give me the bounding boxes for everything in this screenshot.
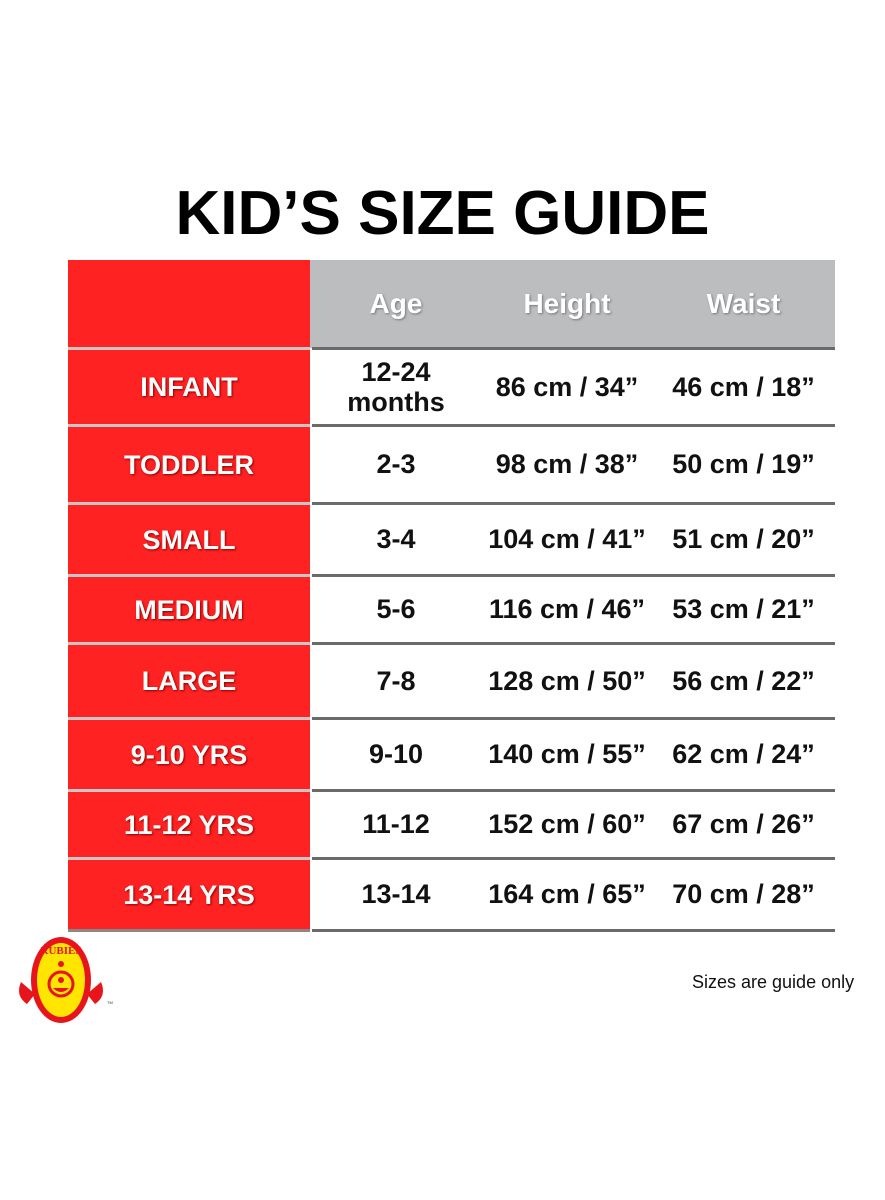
header-age: Age	[310, 260, 482, 348]
age-cell: 5-6	[310, 577, 482, 643]
row-divider	[68, 789, 835, 792]
row-divider	[68, 347, 835, 350]
divider-left	[68, 424, 310, 427]
header-waist: Waist	[652, 260, 835, 348]
divider-left	[68, 347, 310, 350]
table-header: Age Height Waist	[68, 260, 835, 348]
row-divider	[68, 424, 835, 427]
row-divider	[68, 502, 835, 505]
table-row: 13-14 YRS 13-14 164 cm / 65” 70 cm / 28”	[68, 860, 835, 930]
age-cell: 13-14	[310, 860, 482, 930]
table-row: 11-12 YRS 11-12 152 cm / 60” 67 cm / 26”	[68, 792, 835, 858]
row-divider	[68, 857, 835, 860]
waist-cell: 56 cm / 22”	[672, 665, 815, 696]
divider-left	[68, 642, 310, 645]
row-divider	[68, 642, 835, 645]
size-label: 11-12 YRS	[68, 792, 310, 858]
age-cell: 9-10	[310, 720, 482, 790]
divider-left	[68, 929, 310, 932]
size-label: INFANT	[68, 350, 310, 425]
waist-cell: 70 cm / 28”	[672, 879, 815, 910]
age-value: 3-4	[376, 524, 416, 555]
row-divider	[68, 574, 835, 577]
divider-right	[312, 502, 835, 505]
divider-right	[312, 347, 835, 350]
size-label: 13-14 YRS	[68, 860, 310, 930]
table-row: SMALL 3-4 104 cm / 41” 51 cm / 20”	[68, 505, 835, 575]
waist-cell: 67 cm / 26”	[672, 809, 815, 840]
divider-right	[312, 857, 835, 860]
waist-cell: 53 cm / 21”	[672, 594, 815, 625]
divider-left	[68, 857, 310, 860]
header-height: Height	[482, 260, 652, 348]
size-label: 9-10 YRS	[68, 720, 310, 790]
height-cell: 98 cm / 38”	[495, 449, 639, 480]
divider-left	[68, 789, 310, 792]
rubies-logo: RUBIES TM	[19, 937, 113, 1023]
age-value: 5-6	[376, 594, 416, 625]
divider-left	[68, 717, 310, 720]
svg-text:TM: TM	[107, 1000, 113, 1005]
age-value: 9-10	[368, 739, 424, 770]
table-row: INFANT 12-24 months 86 cm / 34” 46 cm / 18”	[68, 350, 835, 425]
divider-left	[68, 502, 310, 505]
age-cell: 7-8	[310, 645, 482, 718]
table-row: 9-10 YRS 9-10 140 cm / 55” 62 cm / 24”	[68, 720, 835, 790]
disclaimer-note: Sizes are guide only	[692, 972, 855, 992]
divider-right	[312, 424, 835, 427]
height-cell: 164 cm / 65”	[488, 879, 646, 910]
size-label: SMALL	[68, 505, 310, 575]
size-label: MEDIUM	[68, 577, 310, 643]
height-cell: 116 cm / 46”	[488, 594, 646, 625]
divider-right	[312, 929, 835, 932]
age-cell: 11-12	[310, 792, 482, 858]
divider-right	[312, 574, 835, 577]
waist-cell: 50 cm / 19”	[672, 449, 815, 480]
size-label: TODDLER	[68, 427, 310, 503]
age-cell: 3-4	[310, 505, 482, 575]
age-value: 11-12	[362, 809, 430, 840]
header-blank-cell	[68, 260, 310, 348]
age-value: 2-3	[376, 449, 416, 480]
divider-right	[312, 642, 835, 645]
height-cell: 104 cm / 41”	[488, 524, 646, 555]
height-cell: 140 cm / 55”	[488, 739, 646, 770]
divider-left	[68, 574, 310, 577]
row-divider	[68, 929, 835, 932]
table-row: TODDLER 2-3 98 cm / 38” 50 cm / 19”	[68, 427, 835, 503]
divider-right	[312, 717, 835, 720]
height-cell: 86 cm / 34”	[495, 371, 639, 402]
row-divider	[68, 717, 835, 720]
waist-cell: 51 cm / 20”	[672, 524, 815, 555]
svg-text:RUBIES: RUBIES	[41, 945, 82, 957]
age-cell: 12-24 months	[310, 350, 482, 425]
height-cell: 152 cm / 60”	[488, 809, 646, 840]
age-value: 13-14	[361, 879, 431, 910]
age-value: 12-24 months	[347, 356, 445, 417]
waist-cell: 46 cm / 18”	[672, 371, 815, 402]
age-value: 7-8	[376, 665, 416, 696]
waist-cell: 62 cm / 24”	[672, 739, 815, 770]
size-label: LARGE	[68, 645, 310, 718]
age-cell: 2-3	[310, 427, 482, 503]
page-title: KID’S SIZE GUIDE	[175, 179, 710, 248]
table-row: MEDIUM 5-6 116 cm / 46” 53 cm / 21”	[68, 577, 835, 643]
height-cell: 128 cm / 50”	[488, 665, 646, 696]
table-row: LARGE 7-8 128 cm / 50” 56 cm / 22”	[68, 645, 835, 718]
divider-right	[312, 789, 835, 792]
